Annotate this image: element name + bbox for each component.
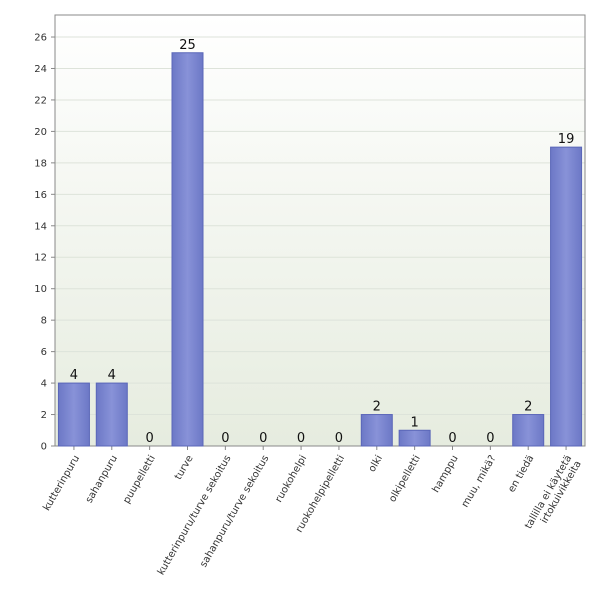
x-tick-label-line: hamppu bbox=[431, 454, 461, 495]
x-tick-label: ruokohelpi bbox=[273, 454, 309, 505]
axes bbox=[51, 14, 586, 450]
x-tick-label-line: muu, mikä? bbox=[460, 454, 499, 510]
y-tick-label: 14 bbox=[34, 221, 47, 232]
x-tick-label: muu, mikä? bbox=[460, 454, 499, 510]
x-tick-label-line: ruokohelpi bbox=[273, 454, 309, 505]
data-label: 0 bbox=[221, 431, 229, 446]
x-tick-label-line: sahanpuru/turve sekoitus bbox=[198, 454, 271, 570]
y-tick-label: 12 bbox=[34, 253, 47, 264]
y-tick-label: 24 bbox=[34, 64, 47, 75]
y-tick-label: 20 bbox=[34, 127, 47, 138]
y-tick-label: 26 bbox=[34, 33, 47, 44]
x-tick-label-line: kutterinpuru bbox=[42, 454, 83, 513]
x-tick-label-line: kutterinpuru/turve sekoitus bbox=[156, 454, 234, 578]
grid-lines bbox=[55, 36, 585, 416]
data-label: 1 bbox=[411, 415, 419, 430]
x-tick-label-line: en tiedä bbox=[506, 454, 536, 495]
x-tick-label: hamppu bbox=[431, 454, 461, 495]
data-label: 2 bbox=[524, 400, 532, 415]
data-label: 4 bbox=[70, 368, 78, 383]
y-tick-label: 22 bbox=[34, 95, 47, 106]
data-label: 25 bbox=[179, 38, 196, 53]
x-tick-label: puupelletti bbox=[121, 454, 157, 506]
x-tick-label: olki bbox=[367, 454, 385, 475]
data-labels: 4 4 0 25 0 0 0 0 2 1 0 0 2 19 bbox=[70, 38, 575, 446]
x-tick-label: kutterinpuru/turve sekoitus bbox=[156, 454, 234, 578]
data-label: 4 bbox=[108, 368, 116, 383]
x-tick-label-line: olkipelletti bbox=[387, 454, 423, 505]
x-tick-label: kutterinpuru bbox=[42, 454, 83, 513]
data-label: 0 bbox=[297, 431, 305, 446]
data-label: 19 bbox=[558, 132, 575, 147]
x-tick-label-line: puupelletti bbox=[121, 454, 157, 506]
bar bbox=[512, 414, 545, 447]
data-label: 0 bbox=[335, 431, 343, 446]
y-tick-label: 18 bbox=[34, 158, 47, 169]
plot-area bbox=[55, 15, 585, 446]
data-label: 0 bbox=[448, 431, 456, 446]
y-tick-label: 0 bbox=[41, 442, 47, 453]
y-tick-label: 6 bbox=[41, 347, 47, 358]
y-tick-label: 8 bbox=[41, 316, 47, 327]
plot-frame bbox=[54, 14, 586, 447]
y-tick-label: 16 bbox=[34, 190, 47, 201]
data-label: 0 bbox=[486, 431, 494, 446]
x-tick-label: sahanpuru/turve sekoitus bbox=[198, 454, 271, 570]
data-label: 2 bbox=[373, 400, 381, 415]
bar bbox=[171, 52, 204, 447]
y-tick-label: 2 bbox=[41, 410, 47, 421]
data-label: 0 bbox=[146, 431, 154, 446]
bar bbox=[360, 414, 393, 447]
data-label: 0 bbox=[259, 431, 267, 446]
y-tick-label: 10 bbox=[34, 284, 47, 295]
x-tick-label: olkipelletti bbox=[387, 454, 423, 505]
bar bbox=[398, 429, 431, 447]
x-tick-label-line: olki bbox=[367, 454, 385, 475]
x-tick-labels: kutterinpuru sahanpuru puupelletti turvekut… bbox=[42, 454, 584, 578]
x-tick-label-line: turve bbox=[173, 454, 196, 482]
bars bbox=[57, 52, 583, 447]
bar bbox=[95, 382, 128, 447]
bar bbox=[550, 146, 583, 447]
y-tick-label: 4 bbox=[41, 379, 47, 390]
bar bbox=[57, 382, 90, 447]
x-tick-label-line: sahanpuru bbox=[84, 454, 120, 506]
x-tick-label: turve bbox=[173, 454, 196, 482]
x-tick-label: en tiedä bbox=[506, 454, 536, 495]
x-tick-label: sahanpuru bbox=[84, 454, 120, 506]
